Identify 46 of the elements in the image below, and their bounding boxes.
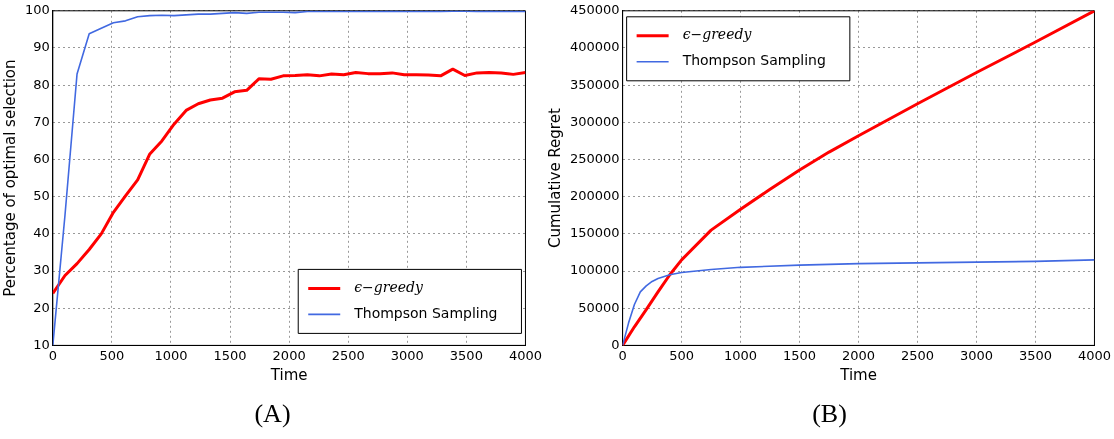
x-tick-label: 3500 — [1018, 347, 1053, 363]
y-tick-label: 200000 — [569, 188, 620, 204]
y-tick-label: 250000 — [569, 150, 620, 166]
x-tick-label: 1500 — [783, 347, 817, 363]
text: (B) — [812, 399, 847, 429]
y-tick-label: 50000 — [578, 299, 620, 315]
x-tick-label: 2500 — [900, 347, 935, 363]
legend-label: Thompson Sampling — [681, 52, 826, 69]
y-tick-label: 150000 — [569, 225, 620, 241]
x-tick-label: 1500 — [213, 347, 247, 363]
y-tick-label: 350000 — [569, 76, 620, 92]
y-tick-label: 100 — [24, 2, 50, 18]
y-tick-label: 50 — [33, 188, 50, 204]
y-axis-title: Percentage of optimal selection — [0, 59, 19, 297]
y-axis-title: Cumulative Regret — [545, 108, 564, 249]
x-tick-label: 1000 — [154, 347, 188, 363]
x-tick-label: 500 — [99, 347, 125, 363]
y-tick-label: 80 — [33, 76, 50, 92]
y-tick-label: 60 — [33, 150, 50, 166]
text: (A) — [254, 399, 291, 429]
legend-label: ϵ−greedy — [354, 279, 424, 296]
y-tick-label: 20 — [33, 299, 50, 315]
x-tick-label: 500 — [669, 347, 695, 363]
x-tick-label: 4000 — [508, 347, 542, 363]
legend-label: Thompson Sampling — [353, 305, 498, 322]
x-axis-title: Time — [839, 365, 877, 384]
y-tick-label: 300000 — [569, 113, 620, 129]
y-tick-label: 10 — [33, 336, 50, 352]
x-tick-label: 4000 — [1077, 347, 1111, 363]
x-tick-label: 1000 — [724, 347, 758, 363]
x-tick-label: 3000 — [959, 347, 994, 363]
y-tick-label: 90 — [33, 39, 50, 55]
y-tick-label: 30 — [33, 262, 50, 278]
legend-label: ϵ−greedy — [682, 26, 753, 43]
x-tick-label: 2000 — [842, 347, 876, 363]
x-axis-title: Time — [269, 365, 308, 384]
x-tick-label: 3000 — [390, 347, 424, 363]
y-tick-label: 100000 — [569, 262, 620, 278]
x-tick-label: 2000 — [272, 347, 306, 363]
x-tick-label: 2500 — [331, 347, 365, 363]
x-tick-label: 3500 — [449, 347, 483, 363]
y-tick-label: 450000 — [569, 2, 620, 18]
y-tick-label: 400000 — [569, 39, 620, 55]
y-tick-label: 0 — [611, 336, 620, 352]
y-tick-label: 70 — [33, 113, 50, 129]
y-tick-label: 40 — [33, 225, 50, 241]
